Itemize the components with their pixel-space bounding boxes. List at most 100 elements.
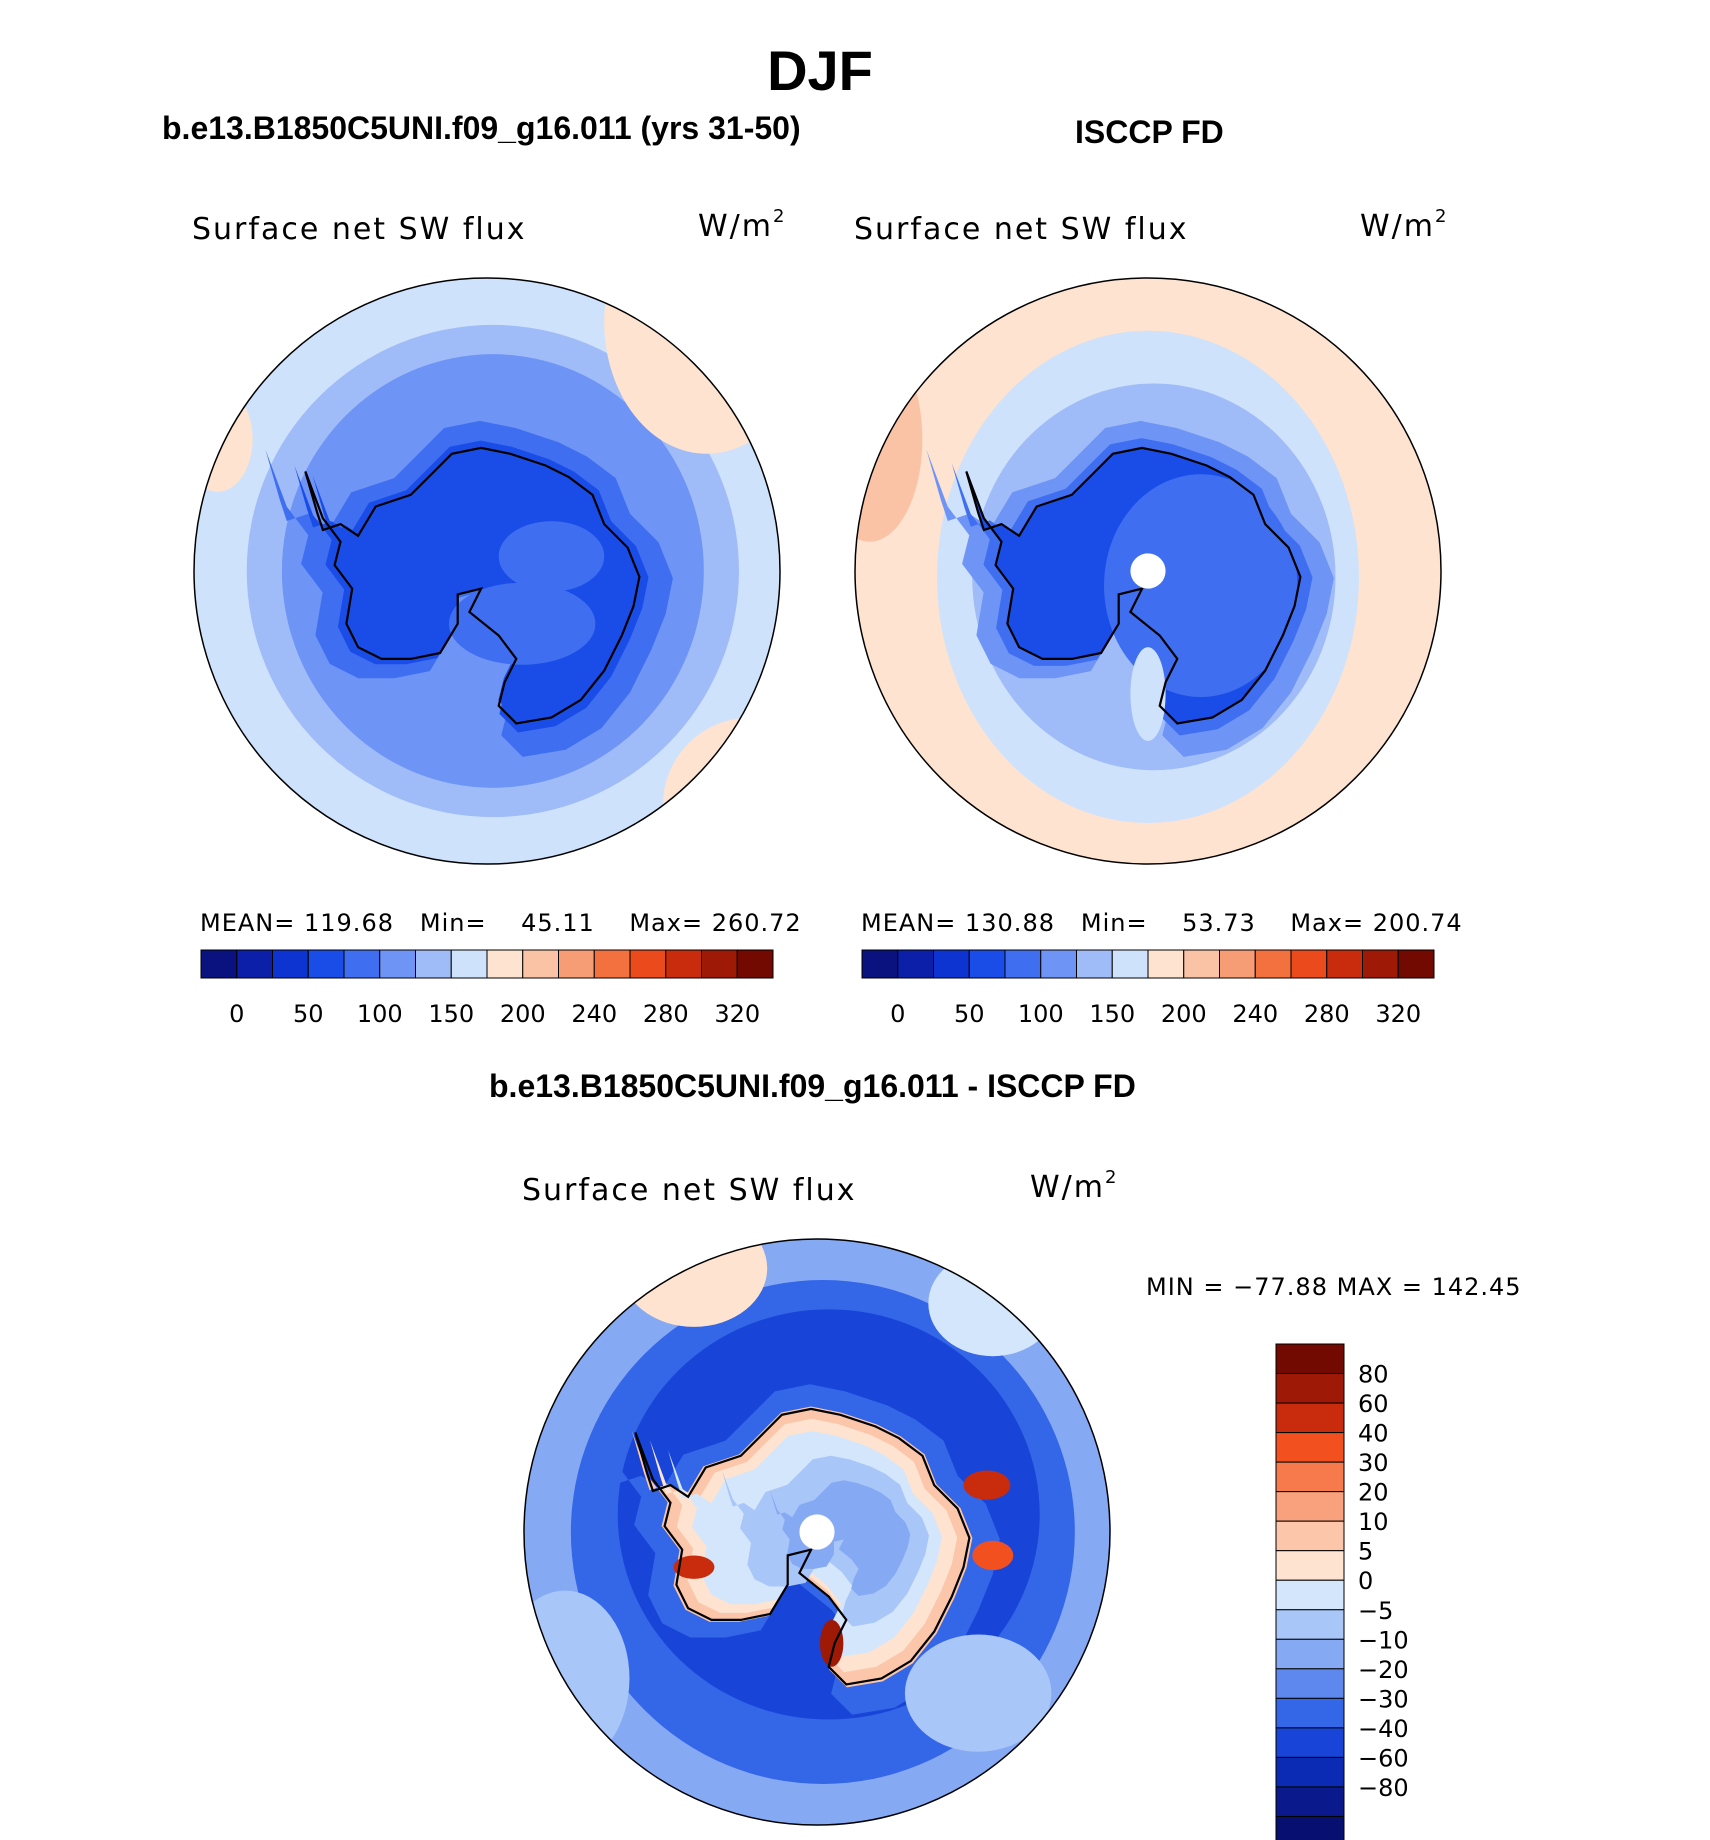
colorbar-tick-label: −60 [1358, 1744, 1409, 1772]
field-spot-4 [673, 1555, 715, 1579]
colorbar-tick-label: 100 [357, 1000, 403, 1028]
stats-model: MEAN= 119.68 Min= 45.11 Max= 260.72 [200, 909, 802, 937]
colorbar-observations: 0 50 100 150 200 240 280 320 [861, 949, 1435, 1028]
colorbar-box [1326, 949, 1363, 979]
units-label-model: W/m2 [698, 206, 785, 244]
colorbar-tick-label: −30 [1358, 1685, 1409, 1713]
colorbar-tick-label: −80 [1358, 1774, 1409, 1802]
colorbar-box [1275, 1373, 1345, 1404]
colorbar-box [1040, 949, 1077, 979]
map-field-1 [855, 278, 1441, 864]
field-spot-0 [620, 1239, 768, 1327]
variable-label-diff: Surface net SW flux [522, 1173, 857, 1208]
colorbar-tick-label: −5 [1358, 1597, 1393, 1625]
panel-title-model: b.e13.B1850C5UNI.f09_g16.011 (yrs 31-50) [162, 110, 801, 146]
colorbar-tick-label: 200 [1161, 1000, 1207, 1028]
colorbar-box [1275, 1697, 1345, 1729]
colorbar-box [665, 949, 702, 979]
variable-label-model: Surface net SW flux [192, 212, 527, 247]
stats-obs: MEAN= 130.88 Min= 53.73 Max= 200.74 [861, 909, 1463, 937]
antarctica-coastline [634, 1407, 971, 1686]
map-field-2 [524, 1239, 1110, 1825]
colorbar-box [593, 949, 631, 979]
field-spot-3 [972, 1540, 1014, 1571]
colorbar-model: 0 50 100 150 200 240 280 320 [200, 949, 774, 1028]
colorbar-tick-label: 0 [1358, 1567, 1373, 1595]
colorbar-tick-label: 150 [1089, 1000, 1135, 1028]
colorbar-box [522, 949, 559, 979]
colorbar-box [450, 949, 488, 979]
panel-title-diff: b.e13.B1850C5UNI.f09_g16.011 - ISCCP FD [489, 1068, 1136, 1104]
field-spot-7 [904, 1634, 1052, 1752]
colorbar-box [1147, 949, 1185, 979]
colorbar-tick-label: 200 [500, 1000, 546, 1028]
colorbar-box [1219, 949, 1256, 979]
colorbar-box [1275, 1668, 1345, 1699]
field-spot-2 [662, 717, 780, 864]
field-spot-2 [855, 336, 923, 542]
colorbar-tick-label: 60 [1358, 1390, 1389, 1418]
field-spot-0 [1104, 474, 1298, 697]
colorbar-box [1275, 1609, 1345, 1640]
colorbar-box [701, 949, 738, 979]
colorbar-box [343, 949, 381, 979]
colorbar-tick-label: 240 [571, 1000, 617, 1028]
colorbar-box [897, 949, 934, 979]
colorbar-box [736, 949, 774, 979]
figure-title: DJF [767, 39, 873, 102]
colorbar-box [1111, 949, 1149, 979]
colorbar-box [1290, 949, 1328, 979]
colorbar-box [1004, 949, 1042, 979]
colorbar-box [1275, 1461, 1345, 1493]
colorbar-tick-label: 80 [1358, 1361, 1389, 1389]
map-boundary [523, 1238, 1111, 1826]
colorbar-tick-label: −10 [1358, 1626, 1409, 1654]
stats-diff: MIN = −77.88 MAX = 142.45 [1146, 1273, 1522, 1301]
colorbar-box [1275, 1815, 1345, 1840]
colorbar-box [307, 949, 345, 979]
colorbar-box [1275, 1491, 1345, 1522]
map-boundary [854, 277, 1442, 865]
colorbar-tick-label: 50 [954, 1000, 985, 1028]
map-boundary [193, 277, 781, 865]
antarctica-coastline [304, 446, 641, 725]
colorbar-tick-label: 320 [714, 1000, 760, 1028]
colorbar-box [1275, 1343, 1345, 1375]
colorbar-box [1275, 1402, 1345, 1434]
colorbar-tick-label: 240 [1232, 1000, 1278, 1028]
colorbar-box [1397, 949, 1435, 979]
units-label-obs: W/m2 [1360, 206, 1447, 244]
colorbar-box [629, 949, 667, 979]
colorbar-box [236, 949, 273, 979]
field-spot-1 [1130, 647, 1166, 741]
colorbar-box [486, 949, 524, 979]
colorbar-tick-label: 100 [1018, 1000, 1064, 1028]
field-spot-3 [448, 582, 596, 665]
colorbar-tick-label: 150 [428, 1000, 474, 1028]
colorbar-box [1362, 949, 1399, 979]
field-spot-5 [819, 1619, 844, 1667]
polar-map-1 [854, 277, 1442, 865]
colorbar-box [1275, 1579, 1345, 1611]
colorbar-box [1275, 1786, 1345, 1817]
pole-missing-data [799, 1514, 835, 1550]
colorbar-box [1076, 949, 1113, 979]
pole-missing-data [1130, 553, 1166, 589]
variable-label-obs: Surface net SW flux [854, 212, 1189, 247]
field-spot-1 [194, 386, 253, 492]
field-spot-0 [604, 278, 780, 454]
colorbar-box [1275, 1638, 1345, 1670]
colorbar-tick-label: 40 [1358, 1420, 1389, 1448]
colorbar-box [1275, 1432, 1345, 1463]
colorbar-box [558, 949, 595, 979]
colorbar-box [1275, 1550, 1345, 1581]
colorbar-box [861, 949, 899, 979]
colorbar-box [1275, 1756, 1345, 1788]
colorbar-tick-label: 5 [1358, 1538, 1373, 1566]
polar-map-0 [193, 277, 781, 865]
colorbar-tick-label: −20 [1358, 1656, 1409, 1684]
colorbar-box [933, 949, 970, 979]
colorbar-box [415, 949, 452, 979]
map-field-0 [194, 278, 780, 864]
